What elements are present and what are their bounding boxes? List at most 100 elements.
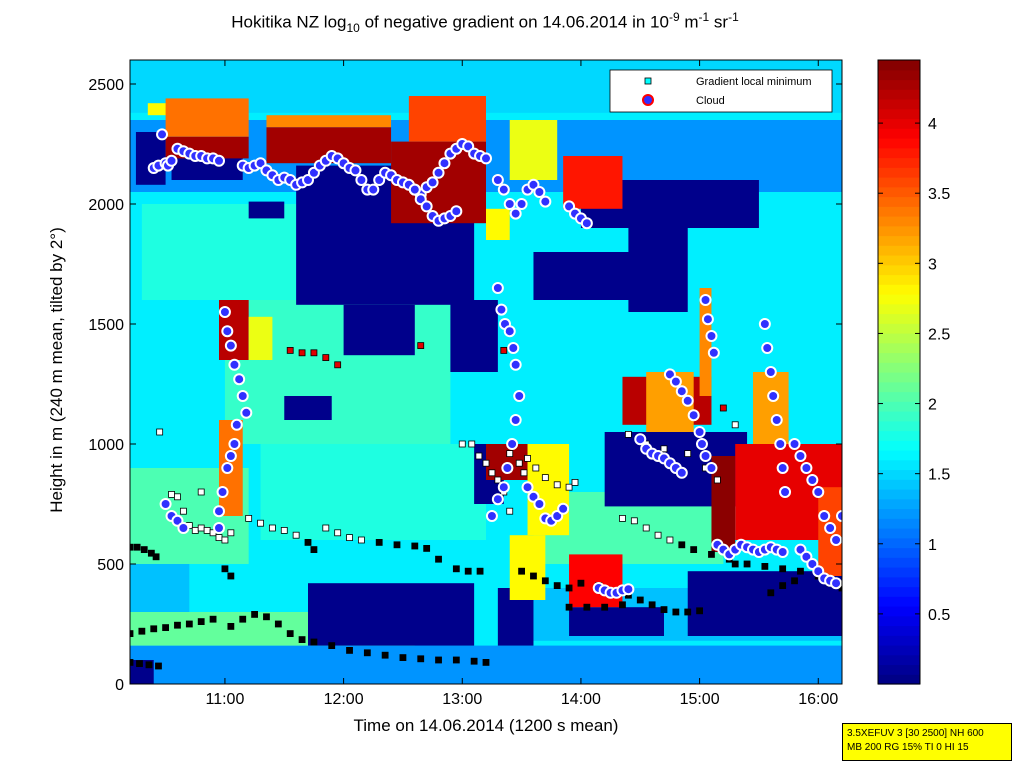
gradient-minimum-marker bbox=[334, 361, 342, 369]
gradient-minimum-marker bbox=[334, 529, 342, 537]
gradient-minimum-marker bbox=[625, 430, 632, 438]
colorbar-segment bbox=[878, 342, 920, 354]
cloud-marker bbox=[216, 486, 229, 498]
heatmap-region bbox=[486, 208, 510, 240]
gradient-minimum-marker bbox=[130, 659, 134, 666]
gradient-minimum-marker bbox=[619, 601, 626, 609]
cloud-marker bbox=[687, 409, 700, 422]
cloud-marker bbox=[800, 462, 813, 474]
gradient-minimum-marker bbox=[458, 440, 466, 448]
gradient-minimum-marker bbox=[731, 421, 739, 429]
colorbar-segment bbox=[878, 440, 920, 451]
gradient-minimum-marker bbox=[532, 464, 540, 472]
cloud-marker bbox=[806, 474, 819, 486]
gradient-minimum-marker bbox=[660, 606, 668, 613]
cloud-marker bbox=[699, 294, 712, 306]
info-line-1: 3.5XEFUV 3 [30 2500] NH 600 bbox=[847, 728, 984, 739]
cloud-marker bbox=[705, 330, 718, 342]
colorbar-segment bbox=[878, 401, 920, 412]
cloud-marker bbox=[509, 414, 522, 426]
cloud-marker bbox=[367, 183, 380, 196]
heatmap-region bbox=[569, 554, 623, 608]
gradient-minimum-marker bbox=[506, 507, 514, 515]
gradient-minimum-marker bbox=[130, 543, 134, 551]
colorbar-segment bbox=[878, 411, 920, 422]
colorbar-segment bbox=[878, 606, 920, 617]
heatmap-region bbox=[135, 132, 166, 185]
cloud-marker bbox=[218, 306, 231, 318]
heatmap-region bbox=[569, 607, 664, 636]
gradient-minimum-marker bbox=[779, 565, 787, 573]
gradient-minimum-marker bbox=[565, 483, 573, 491]
gradient-minimum-marker bbox=[500, 346, 508, 354]
colorbar-segment bbox=[878, 557, 920, 568]
colorbar-segment bbox=[878, 333, 920, 344]
colorbar-segment bbox=[878, 645, 920, 656]
colorbar-segment bbox=[878, 528, 920, 539]
colorbar-segment bbox=[878, 450, 920, 461]
gradient-minimum-marker bbox=[152, 553, 160, 561]
gradient-minimum-marker bbox=[209, 615, 217, 623]
cloud-marker bbox=[349, 164, 362, 177]
heatmap-region bbox=[533, 252, 641, 300]
cloud-marker bbox=[355, 174, 368, 186]
cloud-marker bbox=[758, 318, 771, 330]
gradient-minimum-marker bbox=[310, 638, 318, 646]
heatmap-region bbox=[266, 115, 392, 128]
colorbar-segment bbox=[878, 518, 920, 529]
colorbar-segment bbox=[878, 391, 920, 402]
gradient-minimum-marker bbox=[571, 478, 579, 486]
gradient-minimum-marker bbox=[411, 542, 419, 550]
gradient-minimum-marker bbox=[174, 493, 181, 501]
gradient-minimum-marker bbox=[719, 404, 727, 412]
gradient-minimum-marker bbox=[619, 515, 626, 522]
cloud-marker bbox=[770, 414, 783, 426]
gradient-minimum-marker bbox=[797, 567, 804, 575]
gradient-minimum-marker bbox=[482, 459, 490, 467]
plot-frame bbox=[129, 59, 843, 685]
gradient-minimum-marker bbox=[245, 515, 253, 522]
gradient-minimum-marker bbox=[648, 601, 656, 609]
colorbar-segment bbox=[878, 654, 920, 666]
gradient-minimum-marker bbox=[310, 349, 318, 357]
cloud-marker bbox=[213, 154, 225, 167]
gradient-minimum-marker bbox=[476, 567, 484, 575]
gradient-minimum-marker bbox=[310, 546, 318, 553]
colorbar-segment bbox=[878, 586, 920, 597]
colorbar-segment bbox=[878, 313, 920, 324]
gradient-minimum-marker bbox=[468, 440, 476, 448]
colorbar-segment bbox=[878, 615, 920, 627]
gradient-minimum-marker bbox=[138, 627, 146, 635]
gradient-minimum-marker bbox=[357, 536, 365, 544]
colorbar-segment bbox=[878, 576, 920, 588]
cloud-marker bbox=[509, 207, 522, 220]
colorbar-segment bbox=[878, 459, 920, 471]
colorbar-segment bbox=[878, 381, 920, 393]
colorbar-segment bbox=[878, 89, 920, 100]
x-tick-label: 11:00 bbox=[206, 691, 245, 708]
y-tick-label: 500 bbox=[97, 557, 124, 574]
colorbar-segment bbox=[878, 274, 920, 285]
gradient-minimum-marker bbox=[565, 603, 573, 611]
gradient-minimum-marker bbox=[482, 659, 490, 666]
gradient-minimum-marker bbox=[464, 567, 472, 575]
gradient-minimum-marker bbox=[553, 582, 561, 589]
cloud-marker bbox=[224, 339, 237, 352]
gradient-minimum-marker bbox=[470, 657, 478, 665]
legend-label: Gradient local minimum bbox=[696, 76, 812, 88]
cloud-marker bbox=[761, 342, 774, 354]
cloud-marker bbox=[767, 390, 780, 402]
cloud-marker bbox=[213, 522, 225, 534]
cloud-marker bbox=[681, 394, 694, 407]
gradient-minimum-marker bbox=[690, 546, 698, 553]
heatmap-region bbox=[141, 204, 297, 300]
gradient-minimum-marker bbox=[227, 572, 235, 580]
gradient-minimum-marker bbox=[524, 454, 531, 462]
y-tick-label: 1000 bbox=[88, 437, 124, 454]
x-tick-label: 14:00 bbox=[561, 691, 601, 708]
gradient-minimum-marker bbox=[494, 476, 502, 484]
cloud-marker bbox=[221, 325, 234, 338]
cloud-marker bbox=[818, 510, 831, 522]
colorbar-tick-label: 2 bbox=[928, 397, 937, 414]
heatmap-region bbox=[563, 156, 623, 209]
